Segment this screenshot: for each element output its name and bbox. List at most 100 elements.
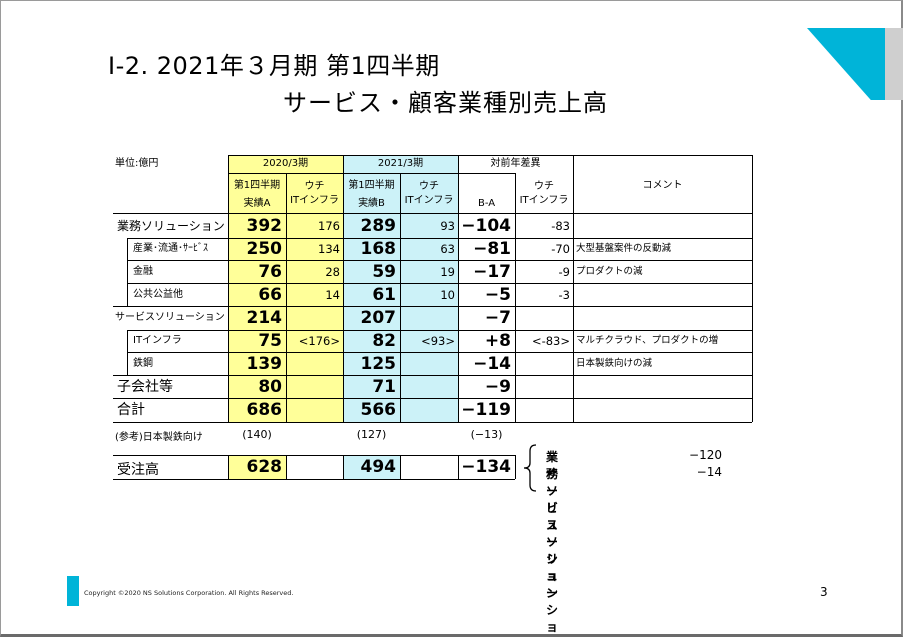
row-label: 子会社等 bbox=[117, 378, 173, 395]
q1-b-label: 第1四半期 bbox=[348, 180, 395, 191]
orders-rule bbox=[228, 455, 229, 479]
value-b-it: 93 bbox=[440, 218, 455, 233]
row-label: 公共公益他 bbox=[133, 288, 183, 300]
orders-bottom-rule bbox=[113, 479, 515, 480]
col-rule bbox=[228, 155, 229, 422]
col-rule bbox=[286, 173, 287, 422]
slide-title-line2: サービス・顧客業種別売上高 bbox=[283, 89, 608, 117]
col-rule bbox=[752, 155, 753, 422]
value-b-it: 63 bbox=[440, 242, 455, 256]
period-a-header: 2020/3期 bbox=[262, 158, 309, 169]
value-a-it: 134 bbox=[318, 242, 340, 256]
row-comment: 大型基盤案件の反動減 bbox=[576, 243, 672, 254]
value-diff: +8 bbox=[484, 331, 511, 351]
row-rule bbox=[113, 398, 752, 399]
value-diff-it: <-83> bbox=[531, 334, 570, 348]
table-top-rule bbox=[228, 155, 752, 156]
value-b-it: <93> bbox=[421, 334, 455, 348]
q1-a-label: 第1四半期 bbox=[233, 180, 281, 191]
breakdown-value: −120 bbox=[689, 448, 722, 462]
value-b: 566 bbox=[360, 400, 397, 420]
orders-diff: −134 bbox=[461, 457, 511, 477]
row-rule bbox=[127, 283, 752, 284]
copyright-text: Copyright ©2020 NS Solutions Corporation… bbox=[84, 589, 294, 597]
value-a: 80 bbox=[258, 376, 282, 397]
value-b: 207 bbox=[360, 308, 397, 328]
value-a-it: 176 bbox=[318, 218, 340, 233]
value-diff: −81 bbox=[473, 239, 511, 259]
value-diff-it: -3 bbox=[558, 287, 570, 302]
col-rule bbox=[400, 173, 401, 422]
value-diff-it: -70 bbox=[551, 242, 570, 256]
actual-a-label: 実績A bbox=[243, 198, 271, 209]
uchi-b-label: ウチ bbox=[419, 181, 439, 192]
row-label: 鉄鋼 bbox=[133, 357, 153, 369]
row-label: 業務ソリューション bbox=[117, 218, 225, 233]
value-a-it: 14 bbox=[325, 287, 340, 302]
value-a-it: 28 bbox=[325, 264, 340, 279]
value-a: 686 bbox=[246, 400, 283, 420]
value-b-it: 19 bbox=[440, 264, 455, 279]
value-diff: −5 bbox=[484, 284, 511, 305]
row-label: 産業･流通･ｻｰﾋﾞｽ bbox=[133, 243, 208, 254]
orders-b-fill bbox=[343, 455, 400, 479]
actual-b-label: 実績B bbox=[358, 198, 385, 209]
indent-rule bbox=[127, 330, 128, 375]
gray-fold bbox=[885, 28, 903, 100]
value-b-it: 10 bbox=[440, 287, 455, 302]
it-infra-b-label: ITインフラ bbox=[404, 195, 454, 206]
uchi-a-label: ウチ bbox=[304, 181, 325, 192]
it-infra-a-label: ITインフラ bbox=[290, 195, 339, 206]
slide-title-line1: Ⅰ-2. 2021年３月期 第1四半期 bbox=[108, 52, 440, 80]
col-rule bbox=[573, 155, 574, 422]
orders-rule bbox=[286, 455, 287, 479]
ref-a: (140) bbox=[242, 428, 272, 441]
row-label: 合計 bbox=[117, 402, 145, 418]
uchi-diff-label: ウチ bbox=[534, 181, 554, 192]
corner-triangle-decoration bbox=[807, 28, 903, 100]
breakdown-value: −14 bbox=[696, 465, 722, 479]
row-rule bbox=[127, 260, 752, 261]
value-a: 76 bbox=[258, 261, 282, 282]
col-rule bbox=[515, 173, 516, 422]
value-diff: −104 bbox=[461, 215, 511, 236]
brace-icon bbox=[523, 444, 537, 492]
period-b-header: 2021/3期 bbox=[377, 158, 424, 169]
value-diff-it: -9 bbox=[558, 264, 570, 279]
col-rule bbox=[343, 155, 344, 422]
orders-rule bbox=[343, 455, 344, 479]
breakdown-label: サービスソリューション bbox=[546, 467, 559, 634]
ref-b: (127) bbox=[356, 428, 387, 441]
comment-header: コメント bbox=[642, 180, 683, 191]
orders-a: 628 bbox=[246, 457, 283, 477]
value-diff: −9 bbox=[484, 376, 511, 397]
row-comment: 日本製鉄向けの減 bbox=[576, 357, 653, 369]
row-comment: マルチクラウド、プロダクトの増 bbox=[576, 335, 719, 346]
row-rule bbox=[127, 352, 752, 353]
table-bottom-rule bbox=[113, 422, 752, 423]
indent-rule bbox=[127, 238, 128, 306]
row-rule bbox=[127, 330, 752, 331]
value-b: 289 bbox=[360, 215, 397, 236]
value-diff: −17 bbox=[473, 261, 511, 282]
ref-label: (参考)日本製鉄向け bbox=[115, 432, 203, 443]
page-number: 3 bbox=[820, 585, 828, 599]
row-comment: プロダクトの減 bbox=[576, 265, 643, 277]
value-a: 66 bbox=[258, 284, 282, 305]
value-b: 61 bbox=[372, 284, 396, 305]
orders-top-rule bbox=[113, 455, 515, 456]
row-label: ITインフラ bbox=[133, 335, 182, 346]
row-label: 金融 bbox=[133, 265, 153, 277]
value-diff-it: -83 bbox=[551, 218, 570, 233]
value-b: 168 bbox=[360, 239, 397, 259]
value-a: 392 bbox=[246, 215, 283, 236]
period-header-rule bbox=[228, 173, 515, 174]
value-b: 59 bbox=[372, 261, 396, 282]
diff-header: 対前年差異 bbox=[490, 158, 541, 169]
row-rule bbox=[113, 375, 752, 376]
it-infra-diff-label: ITインフラ bbox=[519, 195, 569, 206]
ref-diff: (−13) bbox=[470, 428, 503, 441]
value-a-it: <176> bbox=[298, 334, 340, 348]
value-a: 214 bbox=[246, 308, 283, 328]
value-b: 82 bbox=[372, 331, 396, 351]
